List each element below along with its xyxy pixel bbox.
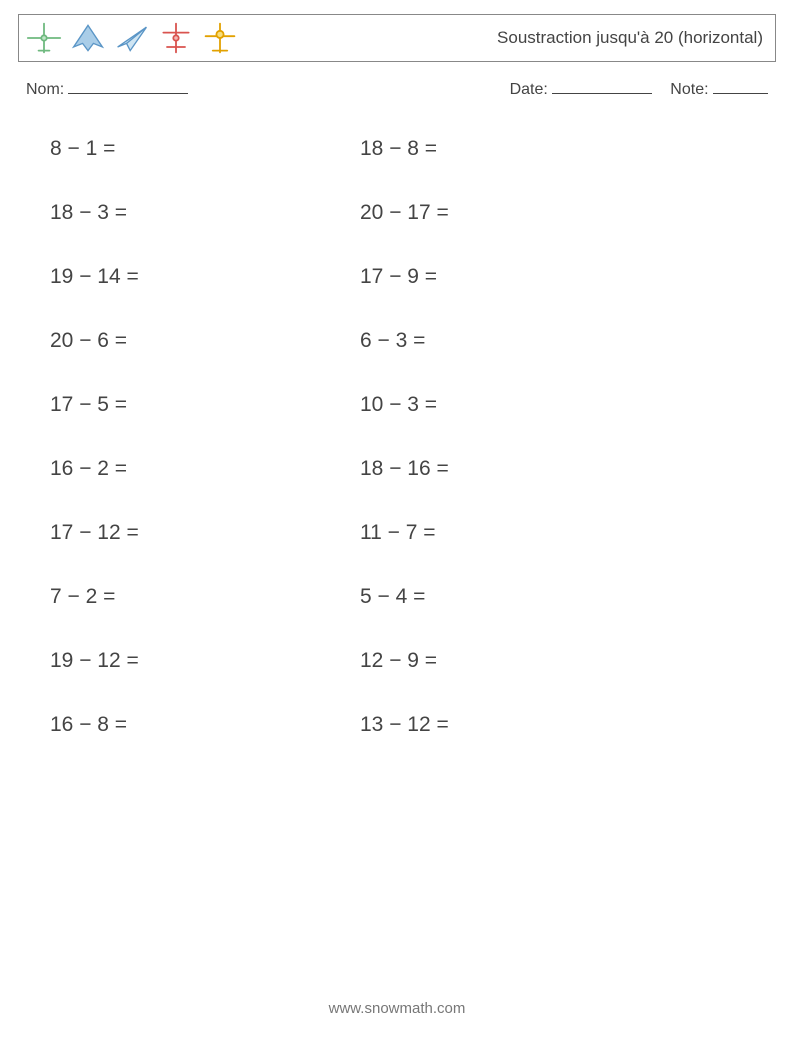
icon-row (25, 19, 239, 57)
note-label: Note: (670, 81, 708, 98)
name-blank[interactable] (68, 80, 188, 94)
problem: 17 − 9 = (360, 265, 670, 289)
paper-plane-icon (113, 19, 151, 57)
problem: 18 − 16 = (360, 457, 670, 481)
problem: 10 − 3 = (360, 393, 670, 417)
problem: 16 − 8 = (50, 713, 360, 737)
problem: 12 − 9 = (360, 649, 670, 673)
page-title: Soustraction jusqu'à 20 (horizontal) (497, 28, 763, 48)
problem: 17 − 12 = (50, 521, 360, 545)
problem: 18 − 3 = (50, 201, 360, 225)
plane-yellow-icon (201, 19, 239, 57)
problem: 11 − 7 = (360, 521, 670, 545)
name-label: Nom: (26, 81, 64, 99)
problem: 8 − 1 = (50, 137, 360, 161)
meta-row: Nom: Date: Note: (18, 62, 776, 99)
problem: 18 − 8 = (360, 137, 670, 161)
header-box: Soustraction jusqu'à 20 (horizontal) (18, 14, 776, 62)
stealth-plane-icon (69, 19, 107, 57)
footer-url: www.snowmath.com (0, 1000, 794, 1017)
problem: 20 − 17 = (360, 201, 670, 225)
problem: 5 − 4 = (360, 585, 670, 609)
biplane-top-icon (157, 19, 195, 57)
plane-front-icon (25, 19, 63, 57)
problem: 6 − 3 = (360, 329, 670, 353)
note-blank[interactable] (713, 80, 768, 94)
problem: 16 − 2 = (50, 457, 360, 481)
date-blank[interactable] (552, 80, 652, 94)
date-label: Date: (510, 81, 548, 98)
problem: 19 − 12 = (50, 649, 360, 673)
problem: 20 − 6 = (50, 329, 360, 353)
problem: 19 − 14 = (50, 265, 360, 289)
problem: 17 − 5 = (50, 393, 360, 417)
problem: 7 − 2 = (50, 585, 360, 609)
problem: 13 − 12 = (360, 713, 670, 737)
problems-grid: 8 − 1 =18 − 8 = 18 − 3 =20 − 17 = 19 − 14 … (18, 99, 776, 737)
